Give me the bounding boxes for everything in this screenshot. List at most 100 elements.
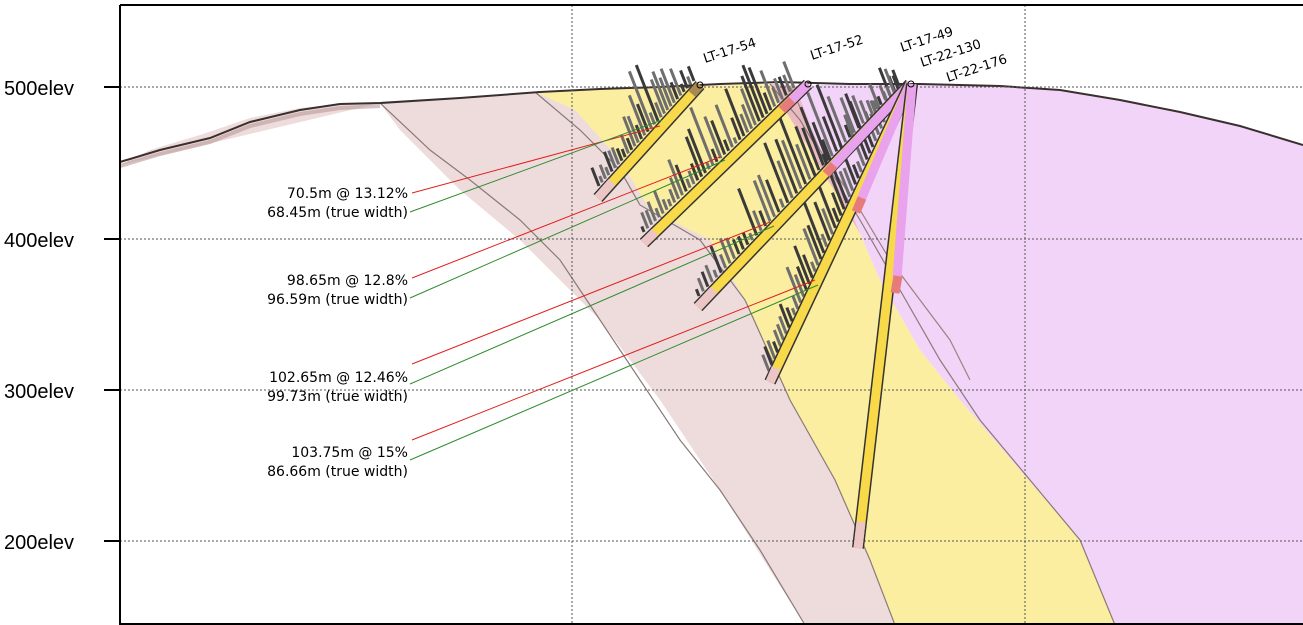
- assay-bar: [799, 106, 825, 166]
- trace-lt-22-176: [852, 80, 918, 549]
- assay-bar: [666, 198, 673, 207]
- assay-bar: [778, 315, 788, 335]
- assay-bar: [773, 77, 784, 100]
- contact-line-west: [379, 102, 806, 625]
- intercept-true-width-1: 68.45m (true width): [267, 205, 408, 221]
- assay-bar: [815, 84, 843, 148]
- assay-bar: [718, 237, 732, 264]
- trace-lt-17-52: [639, 79, 813, 248]
- assay-bar: [625, 137, 634, 151]
- assay-bar: [603, 151, 614, 173]
- assay-bar: [598, 175, 604, 183]
- assay-bar: [806, 224, 823, 260]
- assay-bar: [810, 261, 817, 272]
- assay-bar: [668, 177, 681, 200]
- assay-bar: [712, 269, 719, 278]
- intercept-true-width-2: 96.59m (true width): [267, 292, 408, 308]
- assay-bar: [842, 167, 855, 192]
- assay-bar: [619, 134, 630, 154]
- assay-bar: [640, 211, 650, 229]
- assay-bar: [622, 116, 637, 147]
- assay-bar: [615, 147, 624, 162]
- assay-bar: [724, 88, 746, 137]
- width-leader-2: [409, 159, 726, 299]
- assay-bar: [830, 192, 843, 216]
- assay-bar: [766, 340, 777, 360]
- assay-bar: [686, 75, 693, 86]
- elevation-label-300: 300elev: [4, 381, 74, 403]
- assay-bar: [685, 178, 692, 189]
- assay-bar: [839, 97, 856, 134]
- drillhole-label-lt-17-54: LT-17-54: [702, 36, 759, 67]
- intercept-grade-4: 103.75m @ 15%: [291, 445, 408, 461]
- assay-bar: [843, 124, 852, 138]
- assay-bar: [654, 207, 661, 218]
- assay-bar: [714, 104, 734, 148]
- assay-bar: [806, 92, 834, 157]
- assay-bar: [737, 188, 759, 236]
- assay-bar: [811, 121, 830, 162]
- grade-leader-3: [411, 221, 771, 365]
- assay-bar: [747, 66, 769, 115]
- assay-bar: [658, 77, 673, 107]
- width-leader-4: [409, 284, 819, 461]
- assay-bar: [667, 159, 684, 196]
- assay-bar: [710, 148, 719, 163]
- assay-bar: [813, 201, 832, 241]
- assay-bar: [696, 277, 705, 292]
- grid: [120, 5, 1303, 625]
- assay-bar: [649, 78, 666, 115]
- assay-bar: [687, 170, 696, 185]
- assay-bar: [669, 68, 683, 97]
- mineralized-zone: [535, 84, 1115, 625]
- assay-bar: [652, 190, 665, 215]
- drillhole-traces: [593, 79, 918, 549]
- drillhole-label-lt-17-52: LT-17-52: [809, 33, 866, 64]
- geology-units: [120, 83, 1303, 625]
- assay-bar: [865, 99, 874, 115]
- topography-shadow: [119, 104, 381, 168]
- width-leader-3: [409, 225, 775, 385]
- elevation-label-500: 500elev: [4, 78, 74, 100]
- assay-bar: [777, 76, 788, 96]
- assay-bar: [661, 198, 669, 211]
- assay-bar: [752, 179, 772, 222]
- assay-bar: [651, 70, 670, 111]
- elevation-labels: 500elev 400elev 300elev 200elev: [4, 78, 74, 554]
- assay-bar: [851, 164, 860, 179]
- assay-bar: [793, 274, 806, 297]
- trace-lt-22-130: [764, 81, 916, 385]
- elevation-label-400: 400elev: [4, 230, 74, 252]
- assay-bar: [668, 188, 677, 204]
- intercept-true-width-3: 99.73m (true width): [267, 389, 408, 405]
- assay-bar: [820, 233, 829, 248]
- assay-bar: [748, 232, 754, 241]
- assay-bar: [795, 143, 812, 180]
- assay-bar: [644, 209, 654, 226]
- assay-bar: [626, 115, 640, 144]
- assay-bar: [838, 170, 852, 198]
- assay-bar: [689, 163, 700, 181]
- assay-bar: [725, 237, 736, 260]
- assay-bar: [590, 167, 601, 187]
- assay-bar: [761, 354, 771, 372]
- assay-bar: [802, 200, 826, 254]
- assay-bar: [774, 138, 799, 194]
- assay-bar: [627, 94, 647, 136]
- assay-bar: [694, 288, 701, 297]
- assay-bar: [607, 150, 617, 169]
- assay-bar: [686, 65, 696, 82]
- assay-bar: [772, 341, 780, 353]
- assay-bar: [891, 69, 901, 87]
- assay-bar: [759, 69, 777, 108]
- assay-bar: [808, 162, 837, 229]
- assay-bar: [821, 208, 834, 235]
- assay-bar: [762, 92, 773, 111]
- assay-bar: [659, 68, 676, 104]
- assay-bar: [851, 95, 865, 124]
- frame: [104, 4, 1303, 625]
- assay-bar: [740, 88, 757, 126]
- assay-bar: [776, 160, 794, 199]
- assay-bar: [627, 70, 653, 129]
